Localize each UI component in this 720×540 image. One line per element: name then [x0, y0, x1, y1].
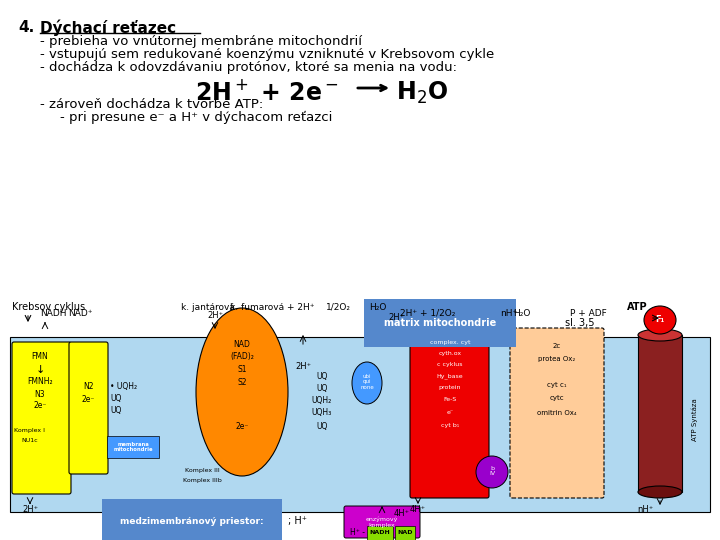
Text: 2e⁻: 2e⁻	[235, 422, 248, 431]
Text: S2: S2	[238, 378, 247, 387]
FancyBboxPatch shape	[410, 328, 489, 498]
Text: Krebsov cyklus: Krebsov cyklus	[12, 302, 85, 312]
Bar	[638, 335, 682, 492]
Text: NU1c: NU1c	[22, 438, 38, 443]
Bar	[395, 526, 415, 540]
Text: ATP: ATP	[627, 302, 647, 312]
Text: H⁺ -: H⁺ -	[350, 528, 365, 537]
FancyBboxPatch shape	[10, 337, 710, 512]
Text: - prebieha vo vnútornej membráne mitochondrií: - prebieha vo vnútornej membráne mitocho…	[40, 35, 362, 48]
Text: 2H$^+$ + 2e$^-$: 2H$^+$ + 2e$^-$	[195, 80, 338, 105]
Text: P + ADF: P + ADF	[570, 309, 607, 318]
Text: NADH: NADH	[40, 309, 66, 318]
Text: UQ: UQ	[316, 372, 328, 381]
Text: N2: N2	[83, 382, 94, 391]
Text: UQH₂: UQH₂	[312, 396, 332, 405]
Text: ; H⁺: ; H⁺	[288, 516, 307, 526]
Text: 2H⁺: 2H⁺	[22, 505, 38, 514]
Text: - dochádza k odovzdávaniu protónov, ktoré sa menia na vodu:: - dochádza k odovzdávaniu protónov, ktor…	[40, 61, 457, 74]
Text: 2c: 2c	[553, 343, 561, 349]
Text: ↓: ↓	[35, 365, 45, 375]
Text: 2H⁺: 2H⁺	[388, 313, 404, 322]
Text: S1: S1	[238, 365, 247, 374]
Text: enzýmový
komplex: enzýmový komplex	[366, 516, 398, 528]
Text: Komplex III: Komplex III	[184, 468, 220, 473]
Text: NAD: NAD	[233, 340, 251, 349]
Text: UQ: UQ	[316, 384, 328, 393]
Text: omitrin Ox₄: omitrin Ox₄	[537, 410, 577, 416]
Text: nH⁺: nH⁺	[637, 505, 653, 514]
Text: e⁻: e⁻	[446, 410, 454, 415]
Text: Dýchací reťazec: Dýchací reťazec	[40, 20, 176, 37]
Text: 2e⁻: 2e⁻	[81, 395, 95, 404]
FancyBboxPatch shape	[107, 436, 159, 458]
Text: protein: protein	[438, 385, 462, 390]
Text: H$_2$O: H$_2$O	[396, 80, 448, 106]
Text: H₂O: H₂O	[369, 303, 387, 312]
Text: N3: N3	[35, 390, 45, 399]
Text: FMN: FMN	[32, 352, 48, 361]
Text: cyth.ox: cyth.ox	[438, 351, 462, 356]
Text: UQ: UQ	[316, 422, 328, 431]
Text: 2H⁺: 2H⁺	[207, 311, 223, 320]
Text: ATP Syntáza: ATP Syntáza	[692, 399, 698, 441]
Text: b
IV: b IV	[489, 465, 495, 476]
Text: 2H⁺: 2H⁺	[295, 362, 311, 371]
Text: complex. cyt: complex. cyt	[430, 340, 470, 345]
FancyBboxPatch shape	[12, 342, 71, 494]
Ellipse shape	[644, 306, 676, 334]
Circle shape	[476, 456, 508, 488]
Bar	[367, 526, 393, 540]
Text: FMNH₂: FMNH₂	[27, 377, 53, 386]
Text: F₁: F₁	[655, 314, 665, 323]
FancyBboxPatch shape	[69, 342, 108, 474]
FancyBboxPatch shape	[344, 506, 420, 538]
Text: k. jantárová: k. jantárová	[181, 303, 235, 312]
Text: nH⁺: nH⁺	[500, 309, 517, 318]
Text: H₂O: H₂O	[513, 309, 531, 318]
Text: UQ: UQ	[110, 394, 122, 403]
Text: cytc: cytc	[549, 395, 564, 401]
Text: Fe-S: Fe-S	[444, 397, 456, 402]
Text: cyt c₁: cyt c₁	[547, 382, 567, 388]
Ellipse shape	[196, 308, 288, 476]
Ellipse shape	[638, 486, 682, 498]
Ellipse shape	[352, 362, 382, 404]
Text: sl. 3,5: sl. 3,5	[565, 318, 595, 328]
FancyBboxPatch shape	[510, 328, 604, 498]
Text: 4.: 4.	[18, 20, 35, 35]
Text: ubi
qui
none: ubi qui none	[360, 374, 374, 390]
Text: NADH: NADH	[369, 530, 390, 536]
Text: 4H⁺: 4H⁺	[410, 505, 426, 514]
Text: (FAD)₂: (FAD)₂	[230, 352, 254, 361]
Text: Hy_base: Hy_base	[437, 373, 463, 379]
Text: 4H⁺: 4H⁺	[394, 509, 410, 518]
Text: Komplex IIIb: Komplex IIIb	[183, 478, 221, 483]
Text: matrix mitochondrie: matrix mitochondrie	[384, 318, 496, 328]
Text: - vstupujú sem redukované koenzýmu vzniknuté v Krebsovom cykle: - vstupujú sem redukované koenzýmu vznik…	[40, 48, 494, 61]
Text: 1/2O₂: 1/2O₂	[325, 303, 351, 312]
Text: medzimembránový priestor:: medzimembránový priestor:	[120, 517, 264, 526]
Text: c cyklus: c cyklus	[437, 362, 463, 367]
Text: NAD: NAD	[397, 530, 413, 536]
Text: membrana
mitochondrie: membrana mitochondrie	[113, 442, 153, 453]
Text: protea Ox₂: protea Ox₂	[539, 356, 575, 362]
Text: - pri presune e⁻ a H⁺ v dýchacom reťazci: - pri presune e⁻ a H⁺ v dýchacom reťazci	[60, 111, 333, 124]
Text: k. fumarová + 2H⁺: k. fumarová + 2H⁺	[230, 303, 314, 312]
Text: Komplex I: Komplex I	[14, 428, 45, 433]
Text: UQH₃: UQH₃	[312, 408, 332, 417]
Text: 2H⁺ + 1/2O₂: 2H⁺ + 1/2O₂	[400, 309, 455, 318]
Text: - zároveň dochádza k tvorbe ATP:: - zároveň dochádza k tvorbe ATP:	[40, 98, 264, 111]
Text: • UQH₂: • UQH₂	[110, 382, 137, 391]
Ellipse shape	[638, 329, 682, 341]
Text: 2e⁻: 2e⁻	[33, 401, 47, 410]
Text: UQ: UQ	[110, 406, 122, 415]
Text: NAD⁺: NAD⁺	[68, 309, 92, 318]
Text: cyt b₁: cyt b₁	[441, 423, 459, 428]
